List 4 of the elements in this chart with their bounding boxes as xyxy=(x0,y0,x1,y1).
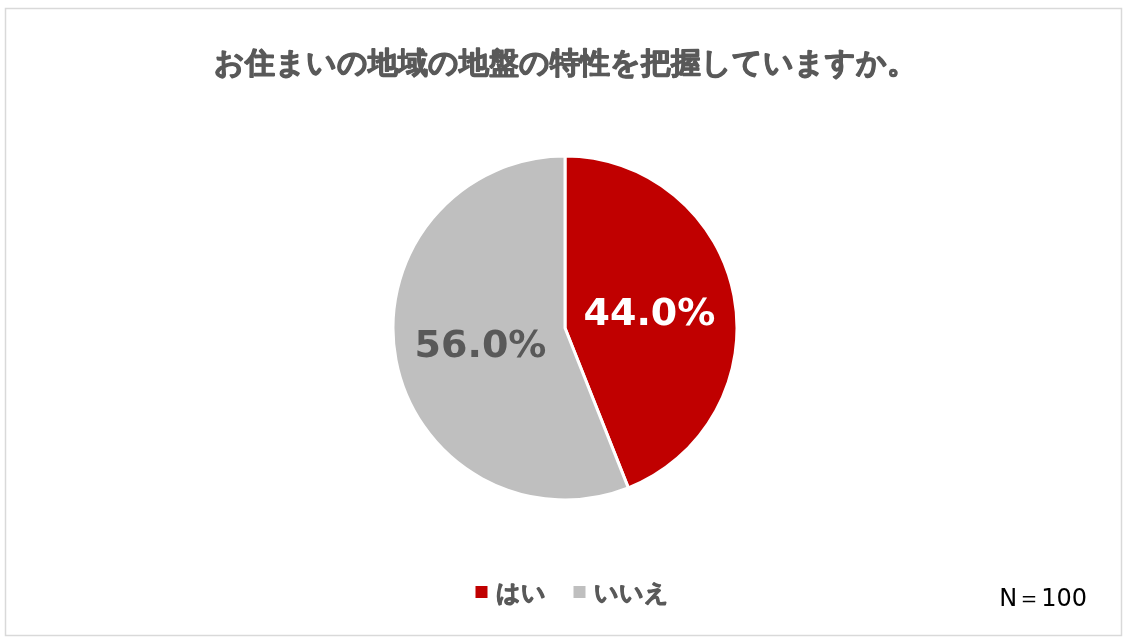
legend-label: はい xyxy=(495,579,546,607)
legend-label: いいえ xyxy=(593,579,669,607)
title: お住まいの地域の地盤の特性を把握していますか。 xyxy=(213,45,917,80)
legend: はい いいえ xyxy=(475,579,669,607)
